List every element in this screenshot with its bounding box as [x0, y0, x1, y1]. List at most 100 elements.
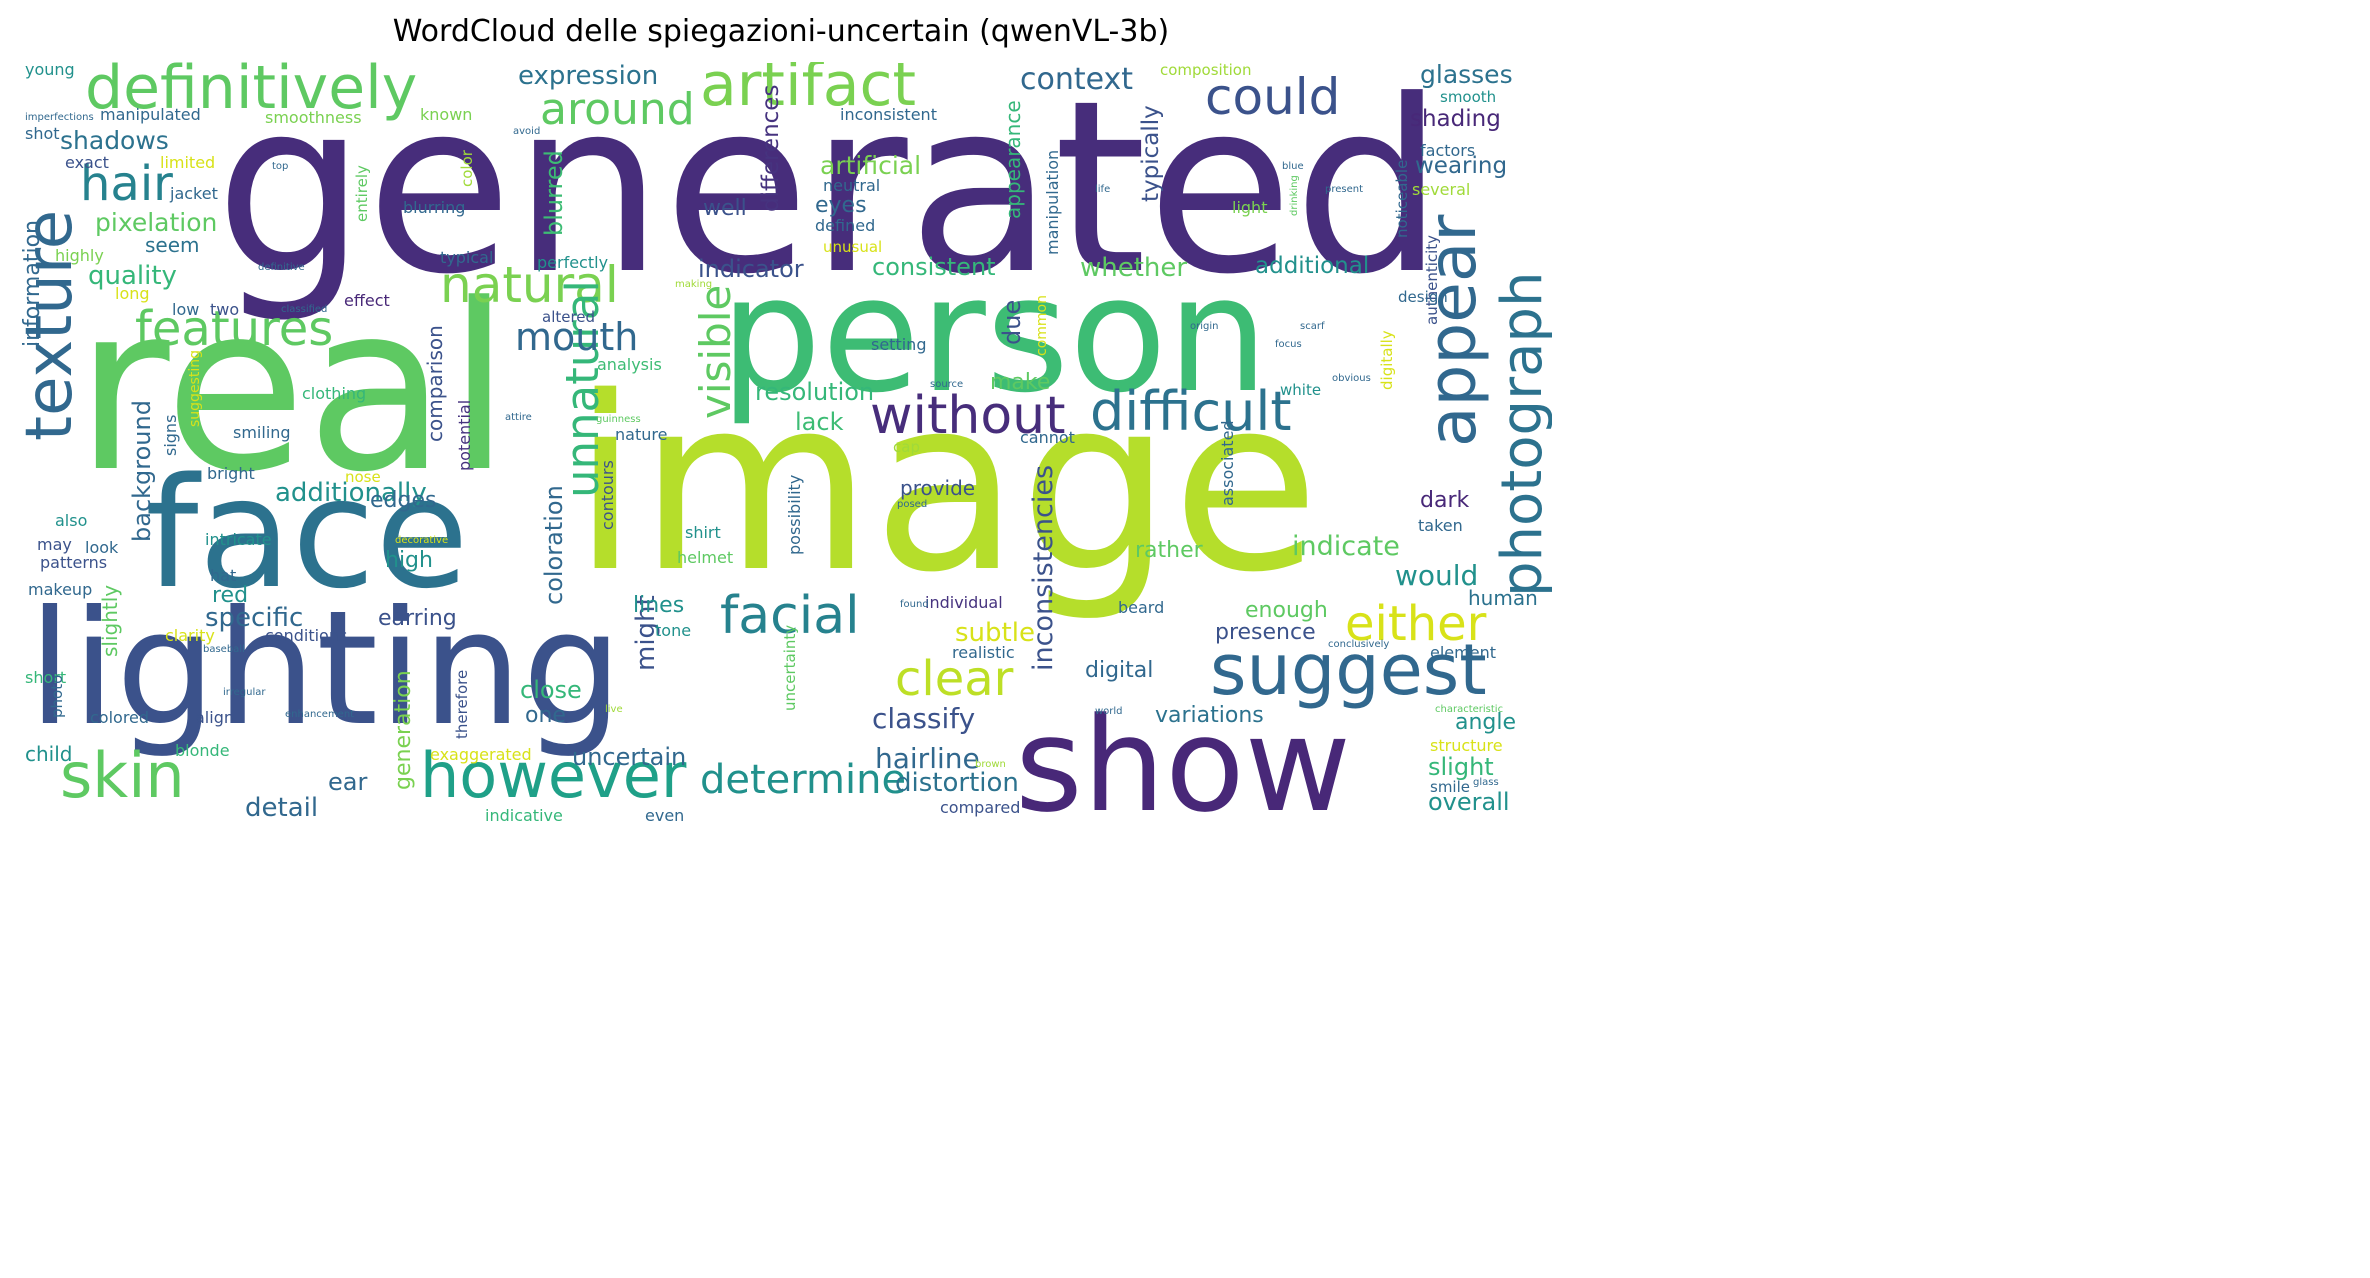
cloud-word: show: [1015, 689, 1351, 834]
cloud-word: artifact: [700, 62, 917, 120]
cloud-word: face: [145, 445, 469, 622]
cloud-word: hairline: [875, 742, 980, 775]
cloud-word: align: [195, 708, 234, 727]
cloud-word: generation: [391, 670, 416, 790]
cloud-word: either: [1345, 596, 1487, 652]
cloud-word: shirt: [685, 523, 721, 542]
cloud-word: may: [37, 535, 72, 554]
cloud-word: provide: [900, 476, 976, 500]
cloud-word: clothing: [302, 384, 367, 403]
cloud-word: additionally: [275, 478, 427, 508]
cloud-word: presence: [1215, 620, 1316, 645]
cloud-word: associated: [1218, 420, 1237, 506]
cloud-word: smooth: [1440, 88, 1497, 106]
cloud-word: brown: [975, 759, 1006, 770]
chart-title: WordCloud delle spiegazioni-uncertain (q…: [392, 14, 1170, 49]
cloud-word: drinking: [1289, 175, 1300, 216]
cloud-word: photograph: [1490, 272, 1552, 598]
cloud-word: origin: [1190, 321, 1219, 332]
cloud-word: structure: [1430, 736, 1503, 755]
cloud-word: lighting: [28, 577, 623, 761]
cloud-word: posed: [897, 499, 928, 510]
cloud-word: shadows: [60, 126, 169, 155]
cloud-word: setting: [871, 335, 927, 354]
cloud-word: limited: [160, 153, 216, 172]
cloud-word: cap: [893, 438, 920, 456]
cloud-word: color: [458, 150, 476, 187]
word-cloud: generated image real person lighting face show…: [15, 62, 1552, 834]
cloud-word: detail: [245, 793, 319, 823]
cloud-word: hair: [80, 156, 173, 212]
cloud-word: pixelation: [95, 208, 218, 237]
cloud-word: seem: [145, 233, 200, 257]
cloud-word: focus: [1275, 339, 1302, 350]
cloud-word: one: [525, 703, 566, 728]
cloud-word: imperfections: [25, 112, 94, 123]
cloud-word: making: [675, 279, 713, 290]
cloud-word: jacket: [170, 184, 218, 203]
cloud-word: avoid: [513, 126, 541, 137]
cloud-word: could: [1205, 68, 1341, 126]
cloud-word: factors: [1420, 141, 1476, 160]
cloud-word: features: [135, 301, 334, 357]
cloud-word: known: [420, 105, 473, 124]
cloud-word: typically: [1138, 105, 1164, 202]
cloud-word: perfectly: [537, 253, 609, 272]
cloud-word: manipulated: [100, 105, 201, 124]
cloud-word: blonde: [175, 741, 230, 760]
cloud-word: comparison: [423, 325, 447, 442]
cloud-word: glasses: [1420, 62, 1513, 89]
cloud-word: manipulation: [1043, 150, 1062, 256]
cloud-word: exaggerated: [430, 745, 532, 764]
cloud-word: world: [1095, 706, 1123, 717]
cloud-word: irregular: [223, 687, 266, 698]
cloud-word: indicative: [485, 806, 563, 825]
cloud-word: variations: [1155, 703, 1264, 728]
cloud-word: authenticity: [1423, 235, 1441, 326]
cloud-word: nature: [615, 425, 668, 444]
cloud-word: light: [1232, 198, 1268, 217]
cloud-word: indicate: [1292, 531, 1400, 562]
cloud-word: real: [75, 256, 511, 523]
cloud-word: skin: [60, 739, 185, 812]
cloud-word: hat: [210, 566, 237, 585]
cloud-word: long: [115, 284, 150, 303]
cloud-word: would: [1395, 559, 1479, 592]
cloud-word: human: [1468, 586, 1538, 610]
cloud-word: patterns: [40, 553, 108, 572]
cloud-word: differences: [758, 85, 784, 213]
cloud-word: also: [55, 511, 88, 530]
cloud-word: context: [1020, 62, 1134, 97]
cloud-word: rather: [1135, 538, 1203, 563]
cloud-word: consistent: [872, 253, 996, 281]
cloud-word: exact: [65, 153, 109, 172]
cloud-word: classified: [281, 304, 328, 315]
cloud-word: facial: [720, 586, 860, 646]
cloud-word: around: [540, 84, 695, 135]
cloud-word: definitive: [258, 262, 305, 273]
cloud-word: subtle: [955, 618, 1035, 648]
cloud-word: appearance: [1001, 100, 1025, 219]
cloud-word: glass: [1473, 777, 1499, 788]
cloud-word: effect: [344, 291, 390, 310]
cloud-word: smiling: [233, 423, 291, 442]
cloud-word: resolution: [755, 378, 875, 406]
cloud-word: well: [703, 196, 747, 221]
cloud-word: close: [520, 676, 582, 704]
cloud-word: live: [605, 704, 623, 715]
cloud-word: baseball: [203, 644, 245, 655]
cloud-word: mouth: [515, 315, 639, 359]
cloud-word: dark: [1420, 488, 1470, 513]
cloud-word: decorative: [395, 535, 449, 546]
cloud-word: edges: [370, 488, 437, 513]
cloud-word: guinness: [596, 414, 641, 425]
cloud-word: digital: [1085, 658, 1154, 683]
cloud-word: analysis: [597, 355, 662, 374]
cloud-word: design: [1398, 288, 1448, 306]
cloud-word: photo: [48, 675, 66, 719]
cloud-word: defined: [815, 216, 876, 235]
cloud-word: quality: [88, 261, 177, 291]
cloud-word: child: [25, 742, 73, 766]
cloud-word: top: [272, 161, 289, 172]
cloud-word: visible: [691, 285, 740, 420]
